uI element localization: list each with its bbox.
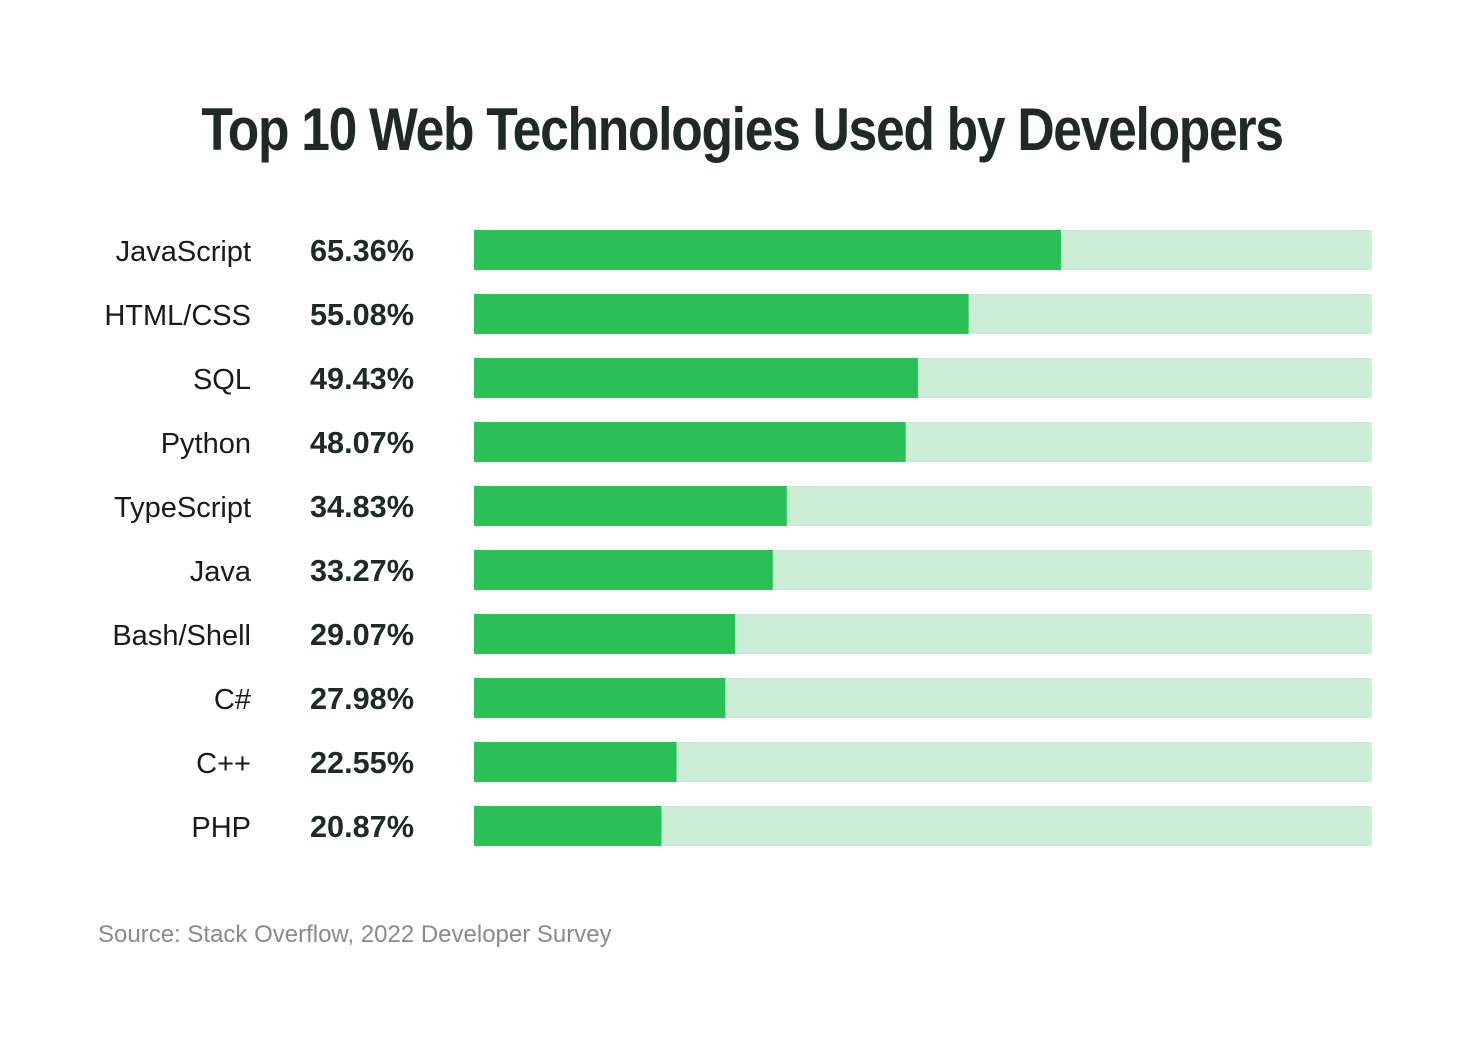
value-label: 49.43% [310, 361, 414, 396]
bar-row: HTML/CSS 55.08% [104, 294, 1372, 334]
bar [474, 294, 969, 334]
value-label: 33.27% [310, 553, 414, 588]
category-label: TypeScript [114, 492, 251, 524]
category-label: Java [190, 556, 252, 588]
bar-row: JavaScript 65.36% [116, 230, 1372, 270]
chart-rows: JavaScript 65.36% HTML/CSS 55.08% SQL 49.43% P… [104, 230, 1372, 846]
bar [474, 486, 787, 526]
bar-row: C++ 22.55% [196, 742, 1372, 782]
bar-row: Java 33.27% [190, 550, 1372, 590]
bar [474, 550, 773, 590]
bar [474, 358, 918, 398]
value-label: 55.08% [310, 297, 414, 332]
category-label: C++ [196, 748, 251, 780]
bar [474, 230, 1061, 270]
bar-row: PHP 20.87% [191, 806, 1372, 846]
bar-row: C# 27.98% [214, 678, 1372, 718]
value-label: 48.07% [310, 425, 414, 460]
bar-row: SQL 49.43% [193, 358, 1372, 398]
category-label: PHP [191, 812, 251, 844]
bar [474, 742, 677, 782]
bar-row: TypeScript 34.83% [114, 486, 1372, 526]
category-label: Python [161, 428, 251, 460]
bar [474, 422, 906, 462]
value-label: 20.87% [310, 809, 414, 844]
category-label: HTML/CSS [104, 300, 251, 332]
value-label: 65.36% [310, 233, 414, 268]
category-label: SQL [193, 364, 251, 396]
bar [474, 678, 726, 718]
bar-row: Python 48.07% [161, 422, 1372, 462]
category-label: JavaScript [116, 236, 251, 268]
value-label: 27.98% [310, 681, 414, 716]
bar [474, 614, 736, 654]
value-label: 34.83% [310, 489, 414, 524]
category-label: Bash/Shell [112, 620, 251, 652]
source-note: Source: Stack Overflow, 2022 Developer S… [98, 921, 612, 948]
bar-row: Bash/Shell 29.07% [112, 614, 1372, 654]
chart-title: Top 10 Web Technologies Used by Develope… [201, 96, 1284, 163]
category-label: C# [214, 684, 251, 716]
value-label: 22.55% [310, 745, 414, 780]
value-label: 29.07% [310, 617, 414, 652]
bar [474, 806, 662, 846]
